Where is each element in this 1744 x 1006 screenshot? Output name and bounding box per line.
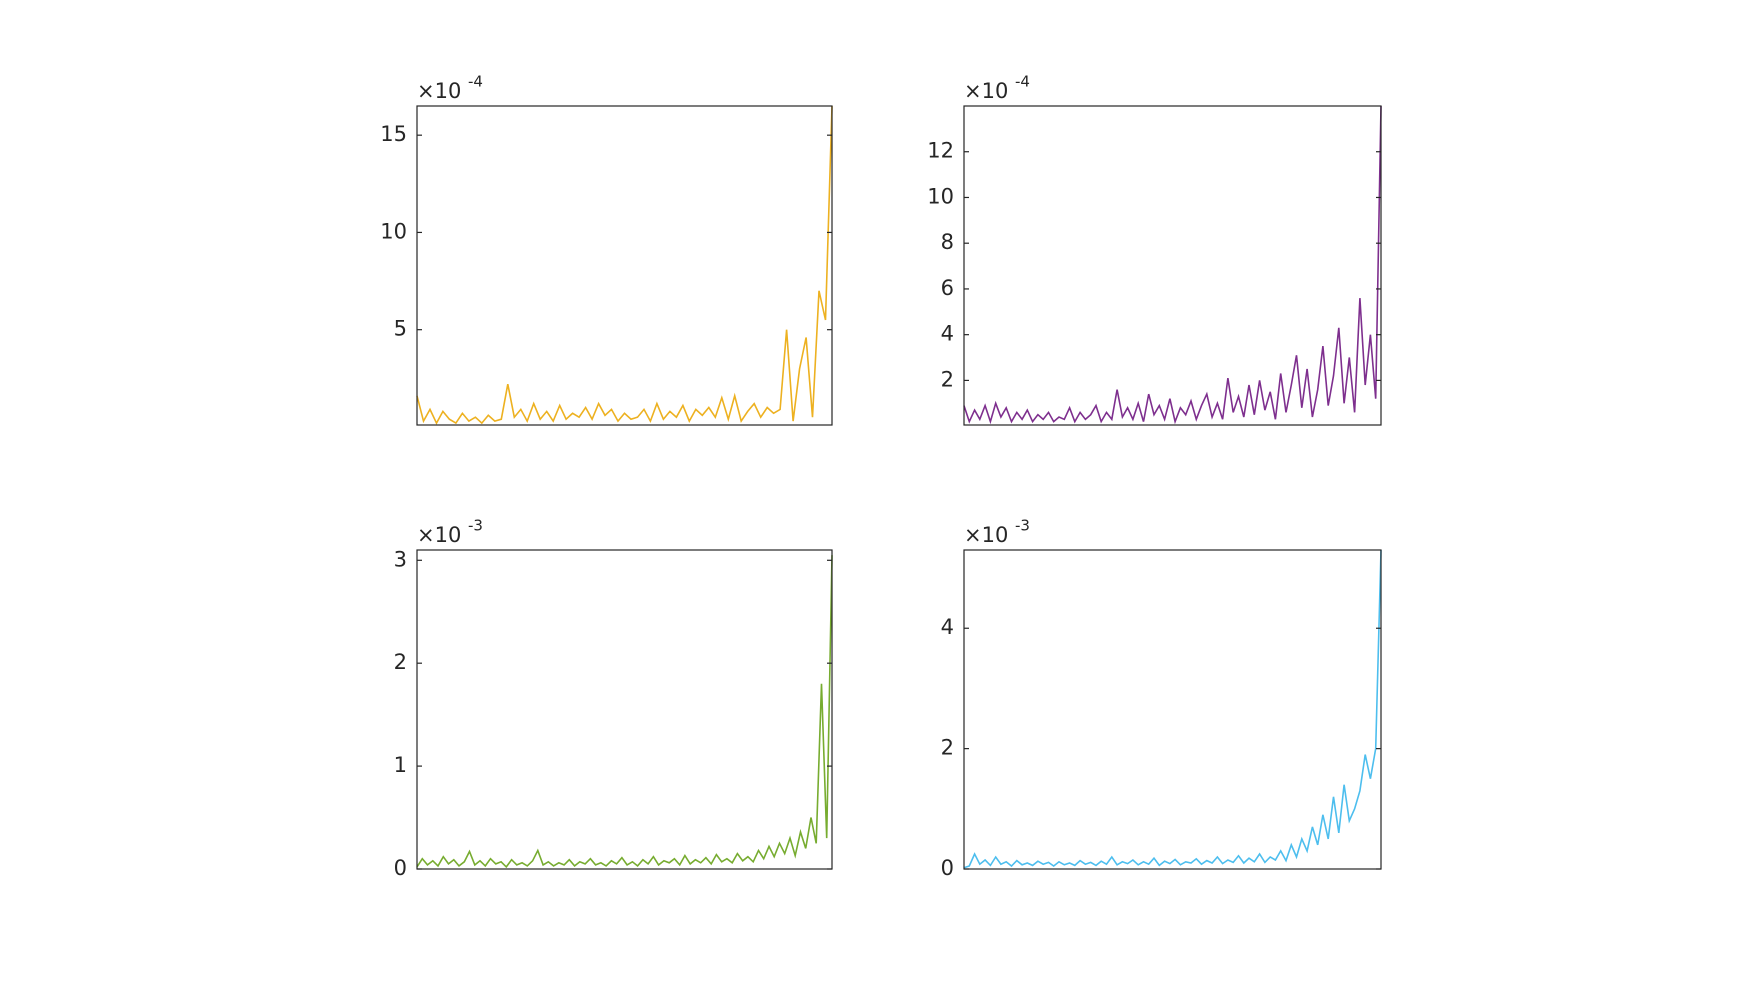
data-line — [416, 105, 833, 425]
axes-background — [417, 550, 832, 869]
data-line — [416, 555, 833, 869]
y-tick-label: 3 — [394, 547, 407, 571]
y-tick-label: 6 — [941, 276, 954, 300]
axes-background — [964, 550, 1381, 869]
y-exponent-base: ×10 — [417, 523, 461, 547]
y-tick-label: 8 — [941, 230, 954, 254]
y-exponent-base: ×10 — [417, 79, 461, 103]
axes-background — [964, 106, 1381, 425]
data-line — [963, 105, 1382, 425]
y-exponent-base: ×10 — [964, 523, 1008, 547]
y-tick-label: 12 — [927, 139, 954, 163]
axes-box — [416, 549, 833, 870]
y-tick-label: 4 — [941, 615, 954, 639]
data-line — [963, 549, 1382, 869]
axes-box — [416, 105, 833, 426]
y-exponent-base: ×10 — [964, 79, 1008, 103]
y-tick-label: 0 — [941, 856, 954, 880]
y-exponent: -3 — [468, 517, 483, 535]
y-tick-label: 10 — [927, 184, 954, 208]
y-exponent: -4 — [1015, 73, 1030, 91]
y-tick-label: 2 — [941, 367, 954, 391]
y-tick-label: 5 — [394, 317, 407, 341]
axes-box — [963, 105, 1382, 426]
y-tick-label: 15 — [380, 122, 407, 146]
y-tick-label: 1 — [394, 753, 407, 777]
y-tick-label: 4 — [941, 322, 954, 346]
axes-box — [963, 549, 1382, 870]
y-tick-label: 10 — [380, 219, 407, 243]
y-exponent: -4 — [468, 73, 483, 91]
axes-background — [417, 106, 832, 425]
y-tick-label: 2 — [941, 736, 954, 760]
y-tick-label: 0 — [394, 856, 407, 880]
y-exponent: -3 — [1015, 517, 1030, 535]
y-tick-label: 2 — [394, 650, 407, 674]
